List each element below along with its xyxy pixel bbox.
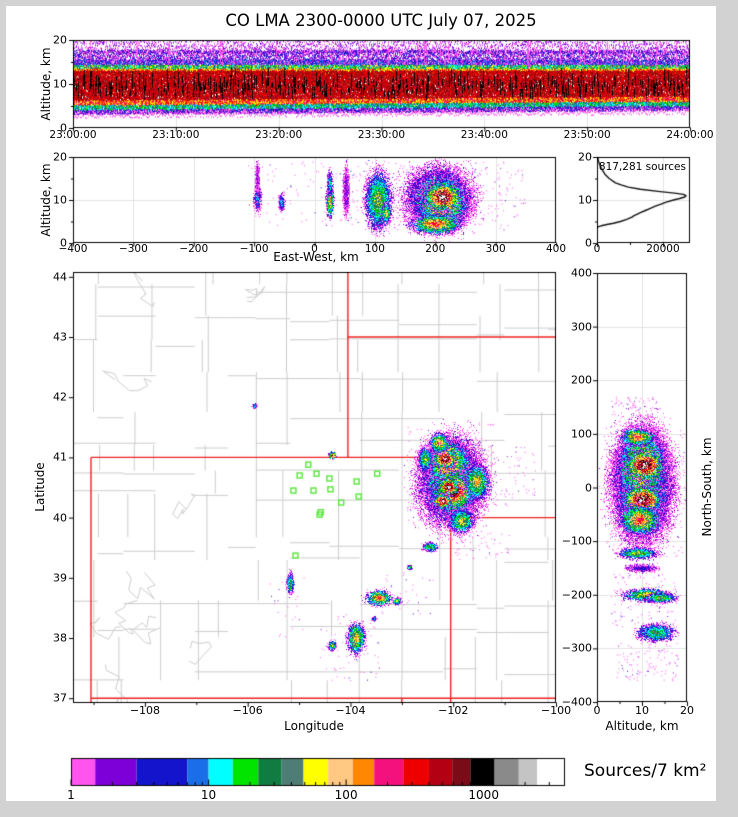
tick-label: 0 xyxy=(585,481,592,494)
tick-label: 0 xyxy=(60,236,67,250)
tick-label: 38 xyxy=(53,631,67,645)
tick-label: −100 xyxy=(540,704,572,717)
tick-label: 23:30:00 xyxy=(357,129,406,141)
tick-label: 20 xyxy=(680,704,694,717)
tick-label: 300 xyxy=(571,320,592,334)
tick-label: −300 xyxy=(118,243,148,255)
tick-label: −108 xyxy=(129,704,161,717)
tick-label: 10 xyxy=(53,77,67,91)
tick-label: −106 xyxy=(232,704,263,717)
tick-label: 20 xyxy=(53,33,67,47)
tick-label: 10 xyxy=(200,788,217,802)
tick-label: 0 xyxy=(311,243,318,255)
tick-label: 10 xyxy=(53,193,67,207)
tick-label: −100 xyxy=(561,534,592,548)
tick-label: −102 xyxy=(438,704,469,717)
tick-label: 300 xyxy=(485,243,506,255)
east-west-ylabel: Altitude, km xyxy=(39,163,53,237)
tick-label: 20 xyxy=(578,150,592,164)
east-west-xlabel: East-West, km xyxy=(273,250,359,264)
tick-label: 37 xyxy=(53,691,67,705)
tick-label: 200 xyxy=(571,373,592,387)
tick-label: 43 xyxy=(53,330,67,344)
tick-label: −200 xyxy=(179,243,209,255)
north-south-xlabel: Altitude, km xyxy=(605,719,679,733)
time-height-ylabel: Altitude, km xyxy=(39,47,53,121)
colorbar-label: Sources/7 km² xyxy=(584,761,707,781)
tick-label: −300 xyxy=(561,641,592,655)
tick-label: 0 xyxy=(60,121,67,135)
north-south-ylabel: North-South, km xyxy=(700,437,714,537)
tick-label: 0 xyxy=(585,236,592,250)
tick-label: 100 xyxy=(364,243,385,255)
tick-label: 42 xyxy=(53,390,67,404)
tick-label: 1000 xyxy=(468,788,499,802)
tick-label: −104 xyxy=(335,704,366,717)
tick-label: 200 xyxy=(425,243,446,255)
tick-label: 400 xyxy=(571,266,592,280)
tick-label: 0 xyxy=(593,704,601,717)
tick-label: 39 xyxy=(53,571,67,585)
tick-label: 23:40:00 xyxy=(460,129,508,141)
tick-label: 100 xyxy=(334,788,358,802)
map-ylabel: Latitude xyxy=(33,462,47,512)
tick-label: 41 xyxy=(53,450,67,464)
tick-label: 23:50:00 xyxy=(563,129,611,141)
tick-label: 10 xyxy=(578,193,592,207)
tick-label: 23:10:00 xyxy=(152,129,200,141)
tick-label: −100 xyxy=(239,243,269,255)
tick-label: −400 xyxy=(561,695,592,709)
tick-label: 10 xyxy=(635,704,649,717)
tick-label: 24:00:00 xyxy=(666,129,714,141)
tick-label: 100 xyxy=(571,427,592,441)
map-xlabel: Longitude xyxy=(284,719,344,733)
tick-label: −200 xyxy=(561,588,592,602)
tick-label: 1 xyxy=(67,788,75,802)
tick-label: −400 xyxy=(58,243,88,255)
tick-label: 0 xyxy=(593,243,601,255)
tick-label: 20 xyxy=(53,150,67,164)
tick-label: 44 xyxy=(53,270,67,284)
tick-label: 20000 xyxy=(646,243,680,255)
tick-label: 400 xyxy=(545,243,567,255)
tick-label: 40 xyxy=(53,511,67,525)
plot-title: CO LMA 2300-0000 UTC July 07, 2025 xyxy=(225,11,537,30)
tick-label: 23:20:00 xyxy=(255,129,303,141)
sources-count-annotation: 817,281 sources xyxy=(598,161,686,173)
tick-label: 23:00:00 xyxy=(49,129,97,141)
